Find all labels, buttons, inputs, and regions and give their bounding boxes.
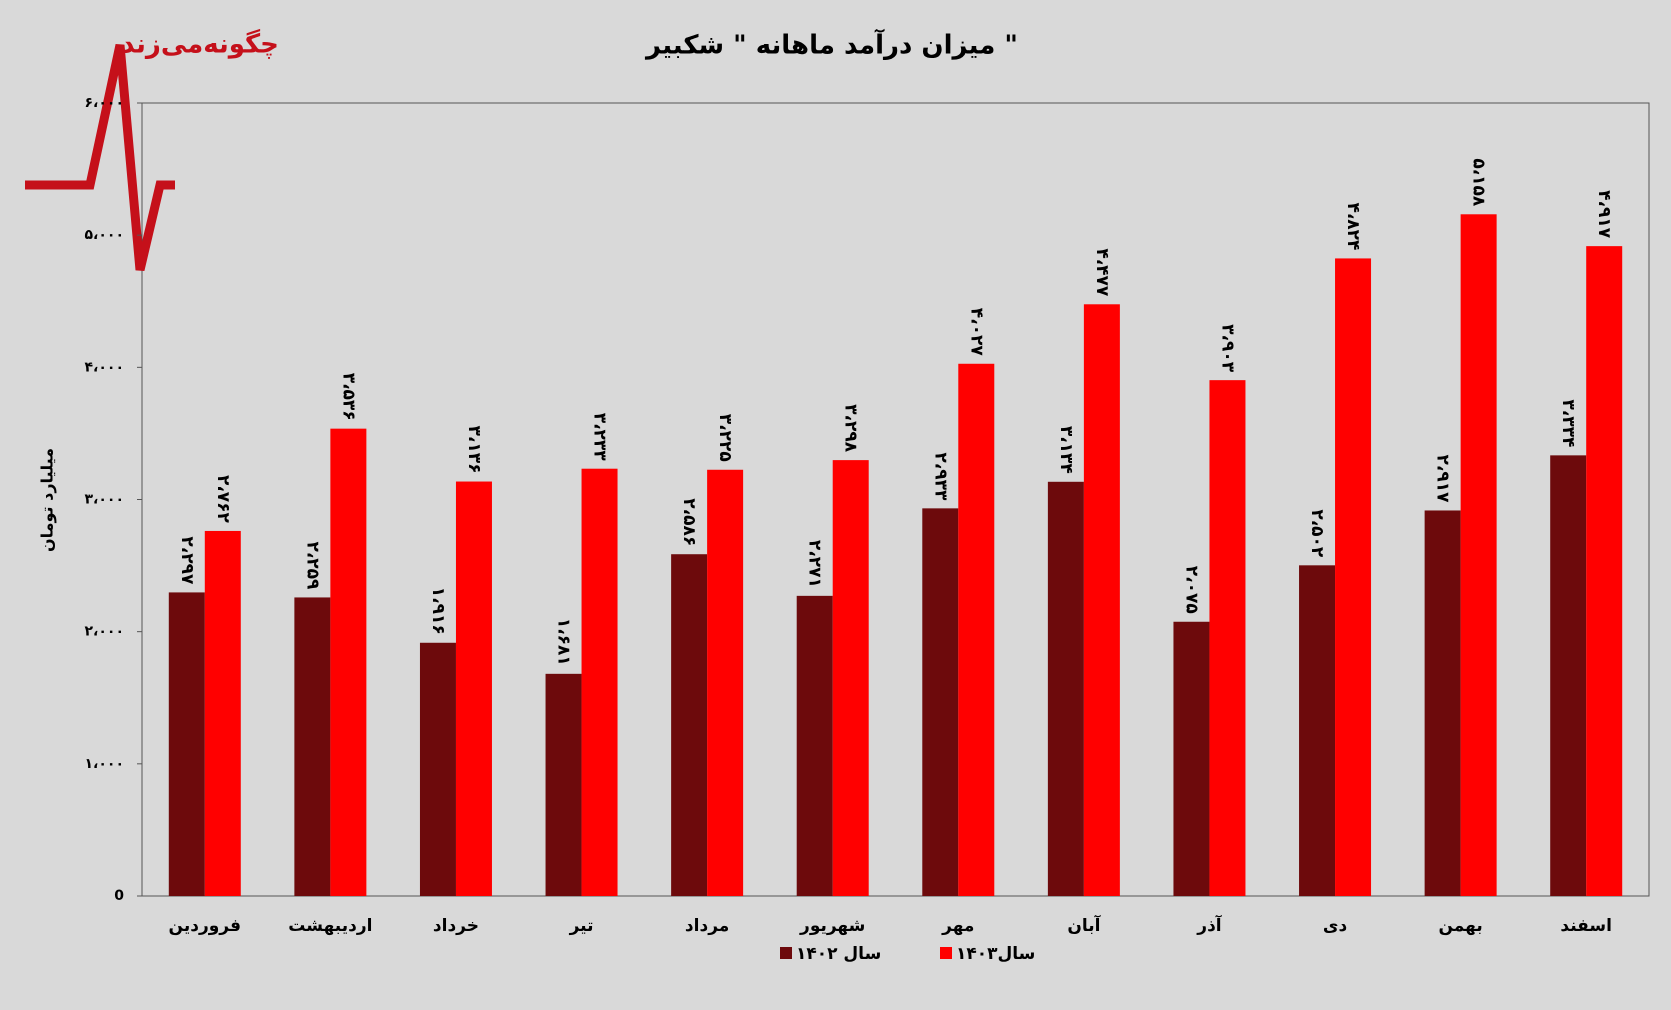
value-label: ۴،۰۲۷ [966, 308, 986, 357]
bar [707, 469, 744, 896]
bar [581, 468, 618, 896]
legend-label: سال ۱۴۰۲ [796, 944, 881, 964]
bar [1424, 510, 1461, 896]
x-tick-label: خرداد [433, 916, 479, 936]
x-tick-label: دی [1323, 916, 1348, 936]
value-label: ۳،۱۳۶ [464, 426, 484, 474]
x-tick-label: شهریور [799, 916, 865, 936]
legend-swatch [780, 947, 792, 959]
x-tick-label: تیر [569, 916, 594, 936]
x-tick-label: آبان [1067, 914, 1101, 936]
x-tick-label: مرداد [685, 916, 729, 936]
bar [1460, 214, 1497, 897]
bar [922, 508, 959, 896]
y-tick-label: ۴،۰۰۰ [85, 359, 125, 375]
x-tick-label: بهمن [1438, 916, 1482, 936]
value-label: ۳،۲۳۳ [590, 413, 610, 462]
x-tick-label: فروردین [169, 916, 241, 936]
watermark: چگونه‌می‌زند [121, 29, 279, 60]
y-tick-label: ۱،۰۰۰ [85, 756, 125, 772]
legend-label: سال۱۴۰۳ [956, 944, 1035, 964]
y-axis-label: میلیارد تومان [38, 448, 57, 552]
y-tick-label: ۶،۰۰۰ [85, 95, 125, 111]
value-label: ۱،۹۱۶ [428, 587, 448, 635]
value-label: ۱،۶۸۱ [554, 618, 574, 666]
bar [1335, 258, 1372, 897]
value-label: ۲،۹۱۷ [1433, 455, 1453, 504]
bar [330, 428, 367, 896]
legend-swatch [940, 947, 952, 959]
bar [294, 597, 331, 896]
bar [204, 530, 241, 896]
bar [455, 481, 492, 896]
value-label: ۳،۳۳۴ [1558, 399, 1578, 447]
bar [419, 642, 456, 896]
bar [832, 460, 869, 896]
bar [671, 554, 708, 896]
value-label: ۳،۲۲۵ [715, 414, 735, 462]
chart-title: میزان درآمد ماهانه " شکبیر " [644, 29, 1018, 61]
bar [958, 363, 995, 896]
value-label: ۲،۲۵۹ [302, 541, 322, 590]
value-label: ۲،۲۷۱ [805, 540, 825, 588]
value-label: ۵،۱۵۸ [1469, 158, 1489, 207]
bar [1299, 565, 1336, 896]
value-label: ۳،۱۳۴ [1056, 426, 1076, 474]
plot-area [141, 102, 1650, 897]
bar [1083, 304, 1120, 897]
bar [1209, 380, 1246, 896]
value-label: ۲،۷۶۲ [213, 475, 233, 524]
value-label: ۲،۰۷۵ [1181, 566, 1201, 614]
bar [168, 592, 205, 896]
y-tick-label: ۳،۰۰۰ [85, 492, 125, 508]
y-tick-label: ۵،۰۰۰ [85, 227, 125, 243]
value-label: ۴،۹۱۷ [1594, 190, 1614, 239]
value-label: ۴،۴۷۷ [1092, 248, 1112, 297]
value-label: ۲،۵۰۲ [1307, 509, 1327, 558]
value-label: ۳،۹۰۳ [1217, 324, 1237, 373]
logo-mark [25, 44, 175, 272]
x-tick-label: اردیبهشت [288, 916, 372, 936]
value-label: ۲،۲۹۷ [177, 536, 197, 585]
bar [1173, 621, 1210, 896]
value-label: ۴،۸۲۴ [1343, 202, 1363, 250]
bar [1550, 455, 1587, 896]
value-label: ۳،۲۹۸ [841, 404, 861, 453]
x-tick-label: اسفند [1560, 916, 1612, 936]
value-label: ۲،۹۳۳ [930, 452, 950, 501]
x-tick-label: مهر [941, 916, 974, 936]
bar [1047, 481, 1084, 896]
value-label: ۲،۵۸۶ [679, 498, 699, 546]
value-label: ۳،۵۳۶ [338, 373, 358, 421]
x-tick-label: آذر [1196, 914, 1223, 936]
bar [796, 595, 833, 896]
y-tick-label: 0 [114, 888, 124, 904]
bar [1586, 246, 1623, 897]
bar [545, 673, 582, 896]
y-tick-label: ۲،۰۰۰ [85, 624, 125, 640]
